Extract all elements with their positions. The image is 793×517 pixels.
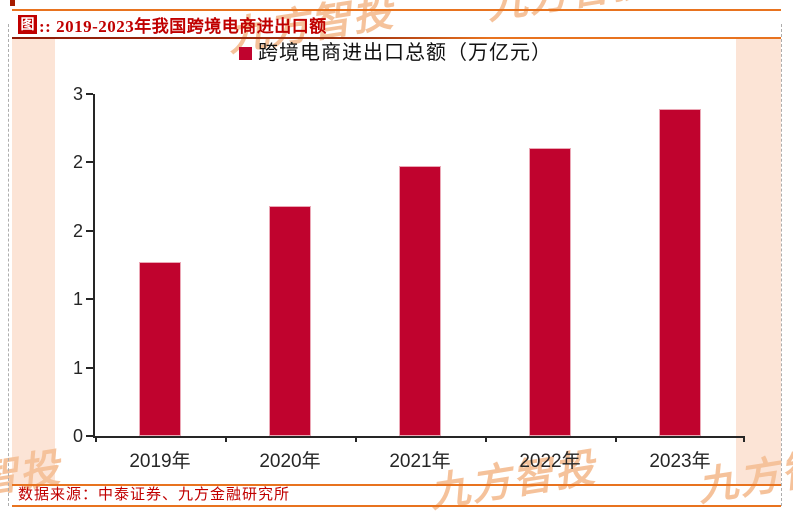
x-axis-label: 2022年 <box>519 451 581 472</box>
y-axis-tick-label: 1 <box>72 289 83 310</box>
x-axis-tick <box>225 436 227 442</box>
y-axis-tick <box>86 435 93 437</box>
y-axis-tick <box>86 366 93 369</box>
chart-legend: 跨境电商进出口总额（万亿元） <box>55 43 736 65</box>
figure-title-band: 图 :: 2019-2023年我国跨境电商进出口额 <box>12 9 781 37</box>
x-axis-tick <box>743 436 745 442</box>
bar-2021年 <box>399 166 441 436</box>
corner-marker <box>10 0 15 6</box>
bar-2019年 <box>139 262 181 436</box>
plot-area: 3 2 2 1 1 0 2019年 2020年 2021年 2022年 2023年 <box>73 84 745 472</box>
y-axis-tick-label: 2 <box>72 152 83 173</box>
y-axis-tick <box>86 298 93 301</box>
legend-item: 跨境电商进出口总额（万亿元） <box>239 43 552 63</box>
x-axis-label: 2023年 <box>649 451 711 472</box>
y-axis-tick-label: 2 <box>72 220 83 241</box>
x-axis-label: 2021年 <box>389 451 451 472</box>
x-axis-tick <box>615 436 617 442</box>
y-axis-tick <box>86 229 93 232</box>
y-axis-tick-label: 1 <box>72 357 83 378</box>
right-dashed-guide <box>781 24 782 506</box>
x-axis-tick <box>355 436 357 442</box>
legend-label: 跨境电商进出口总额（万亿元） <box>258 42 552 64</box>
y-axis-tick <box>86 93 93 95</box>
x-axis-tick <box>485 436 487 442</box>
data-source-text: 数据来源：中泰证券、九方金融研究所 <box>18 487 291 503</box>
left-dashed-guide <box>8 24 9 506</box>
y-axis-tick-label: 0 <box>72 426 83 446</box>
bar-2022年 <box>529 148 571 436</box>
y-axis-tick-label: 3 <box>72 84 83 104</box>
source-band: 数据来源：中泰证券、九方金融研究所 <box>12 484 781 507</box>
x-axis-label: 2019年 <box>129 451 191 472</box>
bar-2020年 <box>269 206 311 436</box>
bar-2023年 <box>659 109 701 436</box>
y-axis-tick <box>86 161 93 164</box>
x-axis-tick <box>95 436 97 442</box>
x-axis-label: 2020年 <box>259 451 321 472</box>
legend-swatch-icon <box>239 46 252 60</box>
figure-badge: 图 <box>18 14 37 34</box>
title-underline <box>12 37 781 39</box>
figure-title: :: 2019-2023年我国跨境电商进出口额 <box>39 16 327 36</box>
